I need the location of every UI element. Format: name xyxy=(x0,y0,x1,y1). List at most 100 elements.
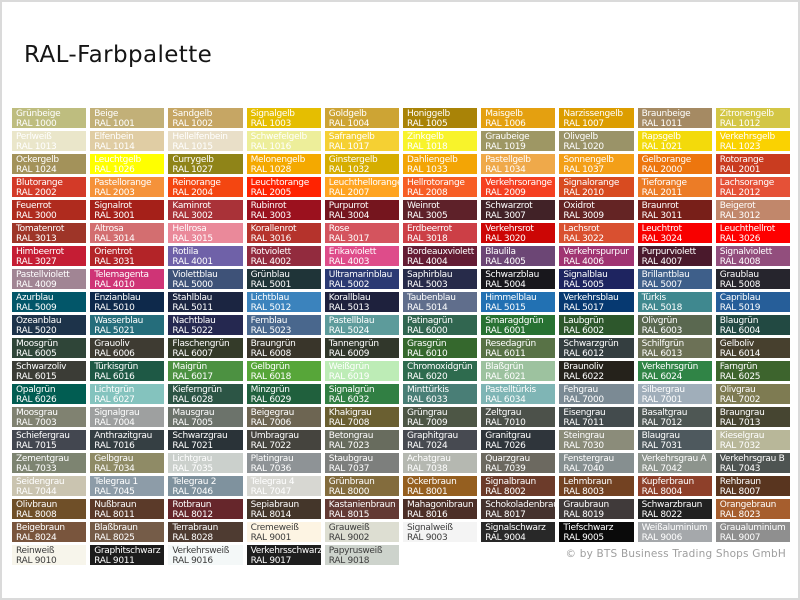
swatch-ral-4005: Blaulila RAL 4005 xyxy=(481,246,556,266)
color-name: Verkehrsgrau B xyxy=(719,454,785,464)
color-code: RAL 7031 xyxy=(641,440,683,450)
color-name: Signalorange xyxy=(563,178,620,188)
swatch-ral-7044: Seidengrau RAL 7044 xyxy=(12,476,87,496)
color-code: RAL 4010 xyxy=(94,279,135,289)
swatch-ral-9011: Graphitschwarz RAL 9011 xyxy=(90,545,165,565)
swatch-ral-3001: Signalrot RAL 3001 xyxy=(90,200,165,220)
color-name: Verkehrsorange xyxy=(485,178,552,188)
color-code: RAL 7036 xyxy=(250,463,292,473)
color-code: RAL 7030 xyxy=(563,440,604,450)
page-title: RAL-Farbpalette xyxy=(24,42,213,68)
color-name: Staubgrau xyxy=(328,454,373,464)
swatch-ral-1002: Sandgelb RAL 1002 xyxy=(168,108,243,128)
color-code: RAL 8019 xyxy=(563,509,604,519)
color-code: RAL 1037 xyxy=(563,164,604,174)
color-name: Chromoxidgrün xyxy=(406,362,473,372)
color-code: RAL 7011 xyxy=(563,417,604,427)
swatch-ral-5024: Pastellblau RAL 5024 xyxy=(324,315,399,335)
color-code: RAL 9007 xyxy=(719,532,761,542)
color-name: Tannengrün xyxy=(328,339,379,349)
swatch-ral-9006: Weißaluminium RAL 9006 xyxy=(637,522,712,542)
swatch-ral-7016: Anthrazitgrau RAL 7016 xyxy=(90,430,165,450)
color-name: Papyrusweiß xyxy=(328,546,383,556)
swatch-ral-7015: Schiefergrau RAL 7015 xyxy=(12,430,87,450)
color-code: RAL 9011 xyxy=(94,555,135,565)
color-name: Weinrot xyxy=(406,201,440,211)
color-name: Rotorange xyxy=(719,155,764,165)
color-code: RAL 7039 xyxy=(485,463,526,473)
color-name: Beigegrau xyxy=(250,408,295,418)
color-name: Lichtblau xyxy=(250,293,290,303)
color-code: RAL 9005 xyxy=(563,532,604,542)
color-code: RAL 1006 xyxy=(485,118,526,128)
color-code: RAL 8007 xyxy=(719,486,761,496)
swatch-ral-9004: Signalschwarz RAL 9004 xyxy=(481,522,556,542)
swatch-ral-6013: Schilfgrün RAL 6013 xyxy=(637,338,712,358)
color-name: Violettblau xyxy=(172,270,218,280)
color-name: Gelboliv xyxy=(719,339,754,349)
color-name: Minzgrün xyxy=(250,385,290,395)
color-name: Steingrau xyxy=(563,431,605,441)
color-code: RAL 3024 xyxy=(641,233,683,243)
color-code: RAL 9018 xyxy=(328,555,370,565)
swatch-ral-4004: Bordeauxviolett RAL 4004 xyxy=(402,246,478,266)
color-code: RAL 6011 xyxy=(485,348,526,358)
swatch-ral-8004: Kupferbraun RAL 8004 xyxy=(637,476,712,496)
color-name: Grauoliv xyxy=(94,339,130,349)
color-code: RAL 5017 xyxy=(563,302,604,312)
swatch-ral-5002: Ultramarinblau RAL 5002 xyxy=(324,269,399,289)
color-name: Fehgrau xyxy=(563,385,598,395)
color-code: RAL 8008 xyxy=(16,509,57,519)
swatch-ral-4010: Telemagenta RAL 4010 xyxy=(90,269,165,289)
color-name: Verkehrspurpur xyxy=(563,247,629,257)
swatch-ral-4003: Erikaviolett RAL 4003 xyxy=(324,246,399,266)
swatch-ral-3026: Leuchthellrot RAL 3026 xyxy=(715,223,790,243)
color-name: Tiefschwarz xyxy=(563,523,614,533)
color-name: Pastellblau xyxy=(328,316,375,326)
color-code: RAL 3003 xyxy=(250,210,292,220)
color-name: Rotlila xyxy=(172,247,199,257)
swatch-ral-1005: Honiggelb RAL 1005 xyxy=(402,108,478,128)
color-name: Signalgrün xyxy=(328,385,375,395)
color-code: RAL 5019 xyxy=(719,302,761,312)
color-name: Ockerbraun xyxy=(406,477,457,487)
color-name: Grauweiß xyxy=(328,523,370,533)
swatch-ral-6020: Chromoxidgrün RAL 6020 xyxy=(402,361,478,381)
color-code: RAL 8014 xyxy=(250,509,292,519)
color-name: Altrosa xyxy=(94,224,124,234)
color-name: Feuerrot xyxy=(16,201,52,211)
swatch-ral-9018: Papyrusweiß RAL 9018 xyxy=(324,545,399,565)
color-name: Smaragdgrün xyxy=(485,316,544,326)
color-code: RAL 6012 xyxy=(563,348,604,358)
swatch-ral-5019: Capriblau RAL 5019 xyxy=(715,292,790,312)
swatch-ral-3015: Hellrosa RAL 3015 xyxy=(168,223,243,243)
color-code: RAL 9006 xyxy=(641,532,683,542)
color-code: RAL 5018 xyxy=(641,302,683,312)
swatch-ral-7046: Telegrau 2 RAL 7046 xyxy=(168,476,243,496)
color-name: Tomatenrot xyxy=(16,224,65,234)
color-code: RAL 7042 xyxy=(641,463,683,473)
color-name: Schwefelgelb xyxy=(250,132,308,142)
color-code: RAL 1014 xyxy=(94,141,135,151)
swatch-ral-6002: Laubgrün RAL 6002 xyxy=(559,315,634,335)
color-code: RAL 8025 xyxy=(94,532,135,542)
color-name: Fenstergrau xyxy=(563,454,614,464)
swatch-ral-2010: Signalorange RAL 2010 xyxy=(559,177,634,197)
color-code: RAL 7040 xyxy=(563,463,604,473)
swatch-ral-7031: Blaugrau RAL 7031 xyxy=(637,430,712,450)
color-name: Saphirblau xyxy=(406,270,453,280)
color-name: Erikaviolett xyxy=(328,247,377,257)
color-name: Pastelltürkis xyxy=(485,385,536,395)
color-name: Grüngrau xyxy=(406,408,448,418)
color-name: Rehbraun xyxy=(719,477,761,487)
color-code: RAL 1033 xyxy=(406,164,448,174)
swatch-ral-6028: Kieferngrün RAL 6028 xyxy=(168,384,243,404)
color-code: RAL 7012 xyxy=(641,417,683,427)
swatch-ral-7033: Zementgrau RAL 7033 xyxy=(12,453,87,473)
color-code: RAL 3005 xyxy=(406,210,448,220)
swatch-ral-2011: Tieforange RAL 2011 xyxy=(637,177,712,197)
color-code: RAL 1020 xyxy=(563,141,604,151)
swatch-ral-9016: Verkehrsweiß RAL 9016 xyxy=(168,545,243,565)
color-code: RAL 8012 xyxy=(172,509,213,519)
